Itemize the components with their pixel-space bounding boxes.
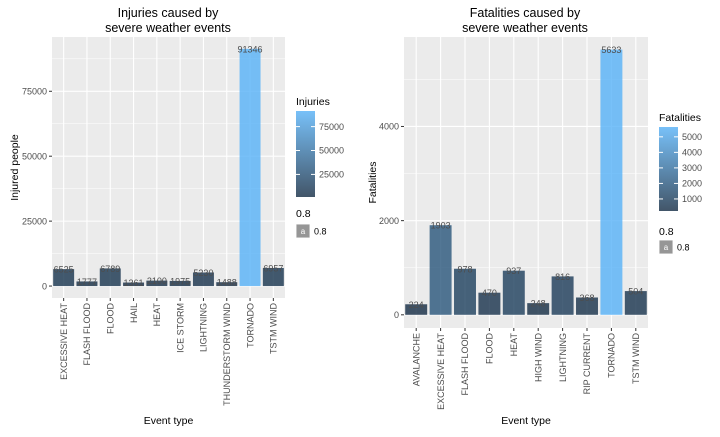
bar bbox=[502, 270, 525, 315]
bar bbox=[53, 269, 75, 287]
bar-value-label: 1777 bbox=[77, 277, 97, 287]
bar bbox=[146, 280, 168, 287]
legend-tick-label: 5000 bbox=[682, 132, 702, 142]
y-axis-title: Injured people bbox=[9, 134, 21, 201]
x-tick-label: FLOOD bbox=[485, 333, 495, 365]
bar-value-label: 504 bbox=[628, 287, 643, 297]
y-tick-label: 25000 bbox=[22, 216, 47, 226]
bar bbox=[551, 276, 574, 315]
bar-value-label: 6789 bbox=[100, 264, 120, 274]
x-tick-label: FLASH FLOOD bbox=[460, 333, 470, 396]
chart-title: Injuries caused by bbox=[118, 6, 220, 20]
legend-alpha-title: 0.8 bbox=[296, 208, 311, 220]
x-tick-label: TSTM WIND bbox=[269, 303, 279, 354]
legend-key-label: 0.8 bbox=[677, 243, 690, 253]
x-tick-label: AVALANCHE bbox=[411, 333, 421, 386]
legend-tick-label: 1000 bbox=[682, 194, 702, 204]
bar-value-label: 6525 bbox=[54, 265, 74, 275]
x-tick-label: THUNDERSTORM WIND bbox=[222, 303, 232, 406]
x-tick-label: LIGHTNING bbox=[558, 333, 568, 382]
y-axis-title: Fatalities bbox=[367, 161, 379, 203]
x-tick-label: FLASH FLOOD bbox=[82, 303, 92, 366]
bar bbox=[262, 267, 284, 287]
bar bbox=[429, 225, 452, 315]
x-tick-label: HAIL bbox=[129, 303, 139, 323]
bar bbox=[576, 297, 598, 315]
bar bbox=[216, 282, 238, 287]
y-tick-label: 50000 bbox=[22, 151, 47, 161]
x-axis-title: Event type bbox=[144, 415, 194, 427]
bar bbox=[527, 303, 550, 315]
bar-value-label: 368 bbox=[579, 293, 594, 303]
bar-value-label: 1975 bbox=[170, 276, 190, 286]
legend-key-glyph: a bbox=[664, 243, 669, 252]
legend-tick-label: 3000 bbox=[682, 163, 702, 173]
legend-key bbox=[659, 240, 673, 254]
chart-title: severe weather events bbox=[105, 21, 231, 35]
bar-value-label: 1361 bbox=[124, 278, 144, 288]
bar-value-label: 470 bbox=[482, 288, 497, 298]
bar-value-label: 6957 bbox=[263, 263, 283, 273]
y-tick-label: 0 bbox=[394, 310, 399, 320]
bar-value-label: 91346 bbox=[238, 44, 263, 54]
legend-title: Fatalities bbox=[659, 112, 701, 124]
x-tick-label: TSTM WIND bbox=[631, 333, 641, 384]
y-tick-label: 0 bbox=[42, 281, 47, 291]
bar bbox=[454, 268, 476, 315]
bar-value-label: 5230 bbox=[193, 268, 213, 278]
bar-value-label: 1903 bbox=[431, 221, 451, 231]
bar-value-label: 1488 bbox=[217, 278, 237, 288]
bar bbox=[99, 268, 121, 287]
legend-tick-label: 4000 bbox=[682, 148, 702, 158]
legend-colorbar bbox=[659, 127, 678, 211]
legend-alpha-title: 0.8 bbox=[659, 226, 674, 238]
x-tick-label: HEAT bbox=[509, 333, 519, 357]
x-tick-label: HIGH WIND bbox=[533, 333, 543, 382]
bar-value-label: 5633 bbox=[601, 45, 621, 55]
bar-value-label: 816 bbox=[555, 272, 570, 282]
bar-value-label: 2100 bbox=[147, 276, 167, 286]
y-tick-label: 75000 bbox=[22, 86, 47, 96]
x-tick-label: FLOOD bbox=[105, 303, 115, 335]
bar bbox=[478, 292, 501, 315]
y-tick-label: 4000 bbox=[379, 122, 399, 132]
x-tick-label: HEAT bbox=[152, 303, 162, 327]
legend-tick-label: 2000 bbox=[682, 179, 702, 189]
legend-tick-label: 50000 bbox=[319, 146, 344, 156]
x-tick-label: LIGHTNING bbox=[199, 303, 209, 352]
bar bbox=[123, 282, 145, 287]
y-tick-label: 2000 bbox=[379, 216, 399, 226]
chart-panel-2: 224 1903 978 470 937 248 816 368 5633 504 0 2000 400… bbox=[367, 6, 702, 427]
x-tick-label: RIP CURRENT bbox=[582, 333, 592, 395]
bar bbox=[192, 272, 214, 287]
bar bbox=[405, 304, 428, 315]
bar bbox=[169, 280, 191, 287]
legend-key bbox=[296, 224, 310, 238]
bar bbox=[624, 291, 647, 315]
bar-value-label: 248 bbox=[531, 299, 546, 309]
legend-tick-label: 75000 bbox=[319, 122, 344, 132]
bar bbox=[239, 48, 261, 287]
bar bbox=[76, 281, 98, 287]
bar-value-label: 978 bbox=[457, 264, 472, 274]
x-tick-label: TORNADO bbox=[245, 303, 255, 348]
legend-key-label: 0.8 bbox=[314, 227, 327, 237]
legend-title: Injuries bbox=[296, 96, 330, 108]
x-tick-label: EXCESSIVE HEAT bbox=[436, 333, 446, 410]
bar bbox=[600, 49, 623, 315]
x-axis-title: Event type bbox=[501, 415, 551, 427]
x-tick-label: ICE STORM bbox=[175, 303, 185, 353]
bar-value-label: 224 bbox=[409, 300, 424, 310]
chart-title: severe weather events bbox=[462, 21, 588, 35]
x-tick-label: EXCESSIVE HEAT bbox=[59, 303, 69, 380]
chart-title: Fatalities caused by bbox=[470, 6, 581, 20]
x-tick-label: TORNADO bbox=[607, 333, 617, 378]
legend-colorbar bbox=[296, 111, 315, 197]
legend-key-glyph: a bbox=[301, 227, 306, 236]
bar-value-label: 937 bbox=[506, 266, 521, 276]
legend-tick-label: 25000 bbox=[319, 170, 344, 180]
